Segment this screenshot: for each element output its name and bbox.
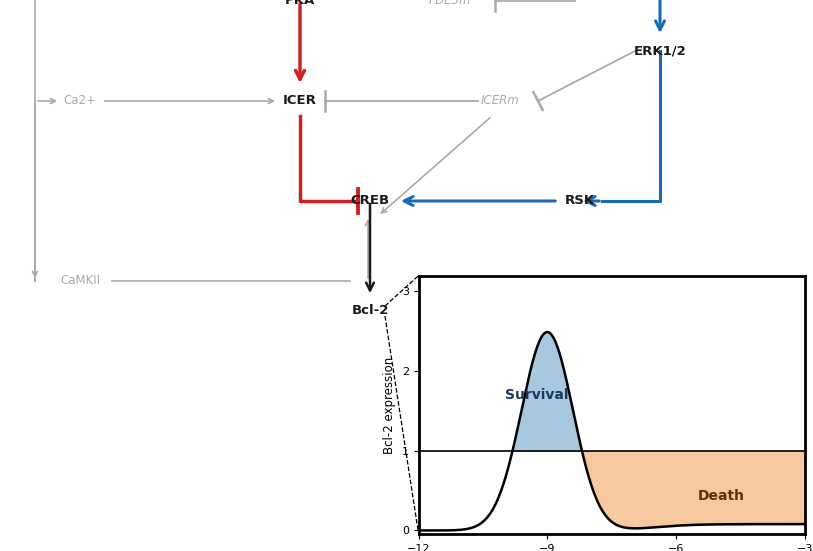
Y-axis label: Bcl-2 expression: Bcl-2 expression xyxy=(383,356,396,453)
Text: Bcl-2: Bcl-2 xyxy=(351,305,389,317)
Text: ERK1/2: ERK1/2 xyxy=(633,45,686,57)
Text: CREB: CREB xyxy=(350,195,389,208)
Text: Survival: Survival xyxy=(505,388,568,402)
Text: RSK: RSK xyxy=(565,195,595,208)
Text: ICERm: ICERm xyxy=(480,95,520,107)
Text: ICER: ICER xyxy=(283,95,317,107)
Text: PKA: PKA xyxy=(285,0,315,8)
Text: Ca2+: Ca2+ xyxy=(63,95,97,107)
Text: Death: Death xyxy=(698,489,745,503)
Text: PDE3m: PDE3m xyxy=(428,0,472,8)
Text: CaMKII: CaMKII xyxy=(60,274,100,288)
